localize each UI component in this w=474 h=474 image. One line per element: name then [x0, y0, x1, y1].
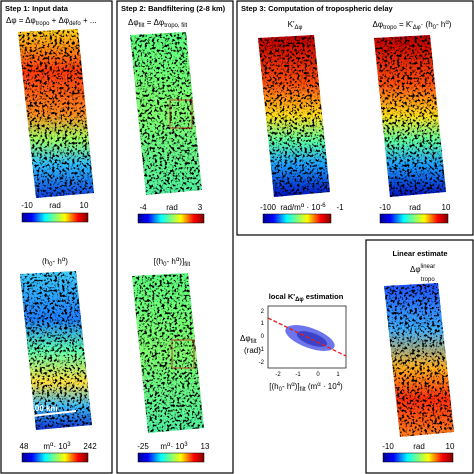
colorbar: [137, 213, 205, 224]
y-tick-label: 0: [261, 334, 265, 340]
colorbar-unit: rad: [413, 442, 425, 451]
scatter-title: local K'Δφ estimation: [269, 292, 344, 303]
colorbar-unit: rad/mα · 10-6: [280, 203, 326, 212]
colorbar-max: 10: [442, 203, 451, 212]
map-linear-estimate: [384, 283, 454, 437]
colorbar-unit: rad: [409, 203, 421, 212]
colorbar-min: -10: [382, 442, 394, 451]
scatter-y-ticks: 2 1 0 -1 -2: [259, 309, 265, 366]
step1-label2: (h0- hα): [42, 257, 68, 268]
map-k-coefficient: [258, 35, 330, 197]
colorbar: [21, 452, 89, 463]
colorbar-max: 3: [198, 203, 203, 212]
colorbar-unit: mα· 103: [43, 442, 71, 451]
colorbar-max: -1: [336, 203, 344, 212]
colorbar: [382, 452, 454, 463]
colorbar-max: 10: [80, 201, 89, 210]
colorbar: [262, 213, 332, 224]
linear-label: Δφlinear: [410, 264, 435, 274]
scatter-x-ticks: -2 -1 0 1: [275, 372, 340, 378]
colorbar-unit: rad: [49, 201, 61, 210]
colorbar-max: 10: [446, 442, 455, 451]
colorbar-min: -10: [379, 203, 391, 212]
scatter-ylabel-unit: (rad): [244, 346, 261, 355]
panel-linear: [365, 239, 474, 474]
y-tick-label: 2: [261, 309, 265, 315]
colorbar-min: 48: [20, 442, 29, 451]
linear-title: Linear estimate: [392, 249, 447, 258]
colorbar-min: -100: [260, 203, 277, 212]
colorbar-unit: mα· 103: [160, 442, 188, 451]
map-height: [20, 271, 92, 430]
map-filtered-height: [132, 273, 204, 433]
linear-label-sub: tropo: [421, 277, 435, 283]
x-tick-label: -2: [275, 372, 281, 378]
y-tick-label: -1: [259, 347, 265, 353]
panel-step2: [116, 0, 234, 474]
y-tick-label: -2: [259, 360, 265, 366]
step1-formula: Δφ = Δφtropo + Δφdefo + ...: [6, 16, 97, 27]
step3-label2: Δφtropo = K'Δφ· (h0- hα): [373, 20, 452, 31]
step3-label1: K'Δφ: [288, 20, 303, 31]
highlight-box: [171, 339, 195, 369]
panel-step3: [236, 0, 474, 236]
colorbar-min: -25: [137, 442, 149, 451]
colorbar-min: -4: [139, 203, 147, 212]
colorbar-unit: rad: [166, 203, 178, 212]
y-tick-label: 1: [261, 321, 265, 327]
step1-title: Step 1: Input data: [5, 4, 69, 13]
x-tick-label: 1: [336, 372, 340, 378]
colorbar: [137, 452, 205, 463]
map-tropo-delay: [374, 35, 446, 197]
map-filtered-phase: [130, 32, 202, 195]
panel-step1: [0, 0, 113, 474]
highlight-box: [169, 99, 193, 129]
step2-title: Step 2: Bandfiltering (2-8 km): [121, 4, 226, 13]
colorbar: [21, 212, 89, 223]
scale-bar: [13, 410, 77, 419]
colorbar-max: 13: [201, 442, 210, 451]
map-input-phase: [18, 29, 94, 198]
x-tick-label: -1: [295, 372, 301, 378]
colorbar-max: 242: [83, 442, 97, 451]
colorbar: [379, 213, 449, 224]
step2-formula: Δφfilt = Δφtropo, filt: [128, 18, 188, 29]
colorbar-min: -10: [21, 201, 33, 210]
regression-line: [267, 317, 347, 357]
scatter-ylabel: Δφfilt: [240, 334, 257, 345]
scale-label: 100 km: [30, 404, 57, 413]
step2-label2: [(h0- hα)]filt: [154, 257, 191, 268]
scatter-xlabel: [(h0- hα)]filt (mα · 104): [269, 382, 343, 393]
x-tick-label: 0: [316, 372, 320, 378]
step3-title: Step 3: Computation of tropospheric dela…: [241, 4, 394, 13]
